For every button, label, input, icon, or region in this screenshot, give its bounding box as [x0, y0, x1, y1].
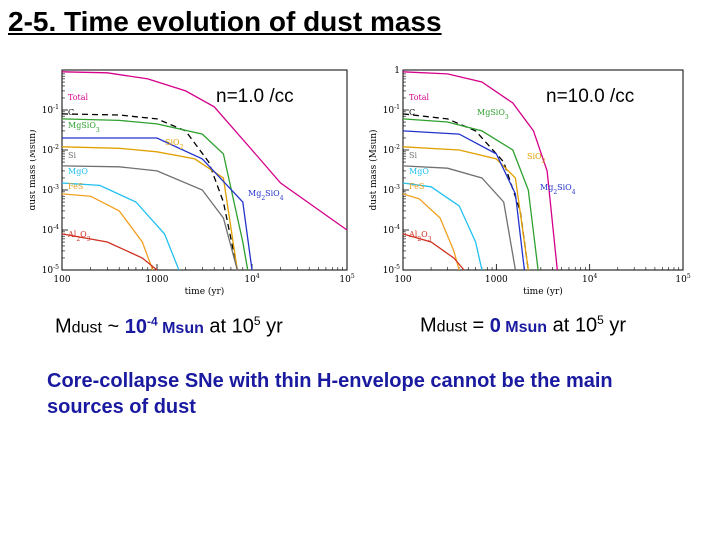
left-chart-series-mg2sio4 — [62, 137, 253, 271]
right-chart-label-c: C — [409, 108, 415, 117]
caption-left-msun: Msun — [157, 319, 204, 337]
caption-right-value: 0 — [489, 314, 501, 337]
right-chart-label-sio2: SiO2 — [527, 152, 546, 165]
right-chart-series-sio2 — [402, 146, 529, 271]
caption-right-approx: = — [466, 314, 490, 337]
left-chart-x-tick-label: 105 — [339, 273, 354, 285]
right-chart-x-tick-label: 100 — [394, 275, 411, 285]
left-chart-series-si — [61, 165, 238, 271]
right-chart-series-si — [402, 165, 517, 271]
left-chart-series-mgsio3 — [61, 118, 249, 271]
right-chart-x-tick-label: 104 — [582, 273, 597, 285]
caption-left-approx: ~ — [101, 315, 125, 338]
left-chart-series-sio2 — [61, 146, 238, 271]
right-chart-series-mg2sio4 — [402, 130, 526, 271]
right-chart-series-mgsio3 — [402, 118, 539, 271]
chart-left-svg: 100 1000 104 105 10-5 10-4 10-3 10-2 10-1 time (y… — [30, 69, 355, 297]
caption-right-m: M — [420, 314, 437, 337]
caption-right-at: at — [547, 314, 575, 337]
left-chart-series-total — [61, 71, 348, 231]
right-chart-label-mgsio3: MgSiO3 — [477, 108, 509, 121]
caption-left-m: M — [55, 315, 72, 338]
caption-right-dust: dust — [436, 318, 467, 336]
left-chart-label-al2o3: Al2O3 — [67, 230, 91, 243]
right-chart-y-tick-label: 10-1 — [383, 104, 400, 116]
slide-title: 2-5. Time evolution of dust mass — [8, 6, 442, 37]
caption-left-value-exp: -4 — [146, 314, 158, 328]
left-chart-series-mgo — [61, 182, 180, 271]
left-chart-series-fes — [61, 193, 154, 271]
left-chart-label-fes: FeS — [68, 182, 83, 191]
left-chart-frame — [61, 69, 348, 271]
left-chart-y-tick-label: 10-1 — [42, 104, 59, 116]
right-chart-label-total: Total — [409, 93, 430, 102]
left-chart-series-al2o3 — [61, 233, 158, 271]
chart-right-density-label: n=10.0 /cc — [546, 86, 635, 107]
left-chart-y-tick-label: 10-3 — [42, 184, 59, 196]
left-chart-x-tick-label: 104 — [244, 273, 259, 285]
left-chart-label-si: Si — [68, 151, 76, 160]
caption-left-value: 10 — [124, 315, 147, 338]
caption-left-time-exp: 5 — [253, 314, 261, 328]
caption-right-time-exp: 5 — [597, 313, 604, 327]
right-chart-label-al2o3: Al2O3 — [408, 230, 432, 243]
caption-left-at: at — [203, 315, 232, 338]
caption-left-dust: dust — [71, 319, 102, 337]
chart-left: 100 1000 104 105 10-5 10-4 10-3 10-2 10-1 time (y… — [30, 62, 355, 312]
conclusion-text: Core-collapse SNe with thin H-envelope c… — [47, 370, 613, 418]
right-chart-label-mg2sio4: Mg2SiO4 — [540, 183, 576, 196]
caption-left-time: 10 — [231, 315, 254, 338]
caption-right: Mdust = 0 Msun at 105 yr — [420, 313, 626, 338]
left-chart-x-tick-label: 1000 — [146, 275, 169, 285]
chart-left-density-label: n=1.0 /cc — [216, 86, 294, 107]
right-chart-label-fes: FeS — [409, 182, 424, 191]
right-chart-label-si: Si — [409, 151, 417, 160]
right-chart-y-tick-label: 10-5 — [383, 264, 400, 276]
left-chart-y-axis-label: dust mass (Msun) — [30, 129, 38, 210]
right-chart-label-mgo: MgO — [409, 167, 429, 176]
left-chart-x-tick-label: 100 — [53, 275, 70, 285]
left-chart-label-c: C — [68, 108, 74, 117]
left-chart-y-tick-label: 10-5 — [42, 264, 59, 276]
right-chart-y-tick-label: 10-2 — [383, 144, 400, 156]
left-chart-label-mg2sio4: Mg2SiO4 — [248, 189, 284, 202]
caption-left: Mdust ~ 10-4 Msun at 105 yr — [55, 314, 283, 339]
left-chart-label-mgo: MgO — [68, 167, 88, 176]
right-chart-series-al2o3 — [402, 233, 465, 271]
left-chart-x-axis-label: time (yr) — [185, 286, 225, 297]
right-chart-y-tick-label: 10-4 — [383, 224, 400, 236]
right-chart-y-tick-label: 1 — [394, 66, 400, 76]
right-chart-series-fes — [402, 193, 460, 271]
right-chart-series-total — [402, 71, 558, 271]
chart-right: 100 1000 104 105 10-5 10-4 10-3 10-2 10-1 1 time (… — [365, 62, 695, 312]
caption-right-time: 10 — [574, 314, 598, 337]
right-chart-y-axis-label: dust mass (Msun) — [368, 129, 379, 210]
right-chart-y-tick-label: 10-3 — [383, 184, 400, 196]
right-chart-frame — [402, 69, 684, 271]
right-chart-x-axis-label: time (yr) — [523, 286, 563, 297]
right-chart-x-tick-label: 1000 — [485, 275, 508, 285]
left-chart-label-sio2: SiO2 — [165, 138, 184, 151]
left-chart-y-tick-label: 10-4 — [42, 224, 59, 236]
left-chart-label-mgsio3: MgSiO3 — [68, 121, 100, 134]
caption-right-msun: Msun — [500, 318, 548, 336]
caption-left-yr: yr — [260, 315, 283, 338]
left-chart-y-tick-label: 10-2 — [42, 144, 59, 156]
left-chart-label-total: Total — [68, 93, 89, 102]
right-chart-series-mgo — [402, 182, 483, 271]
chart-right-svg: 100 1000 104 105 10-5 10-4 10-3 10-2 10-1 1 time (… — [368, 66, 691, 297]
right-chart-x-tick-label: 105 — [675, 273, 690, 285]
caption-right-yr: yr — [603, 314, 627, 337]
